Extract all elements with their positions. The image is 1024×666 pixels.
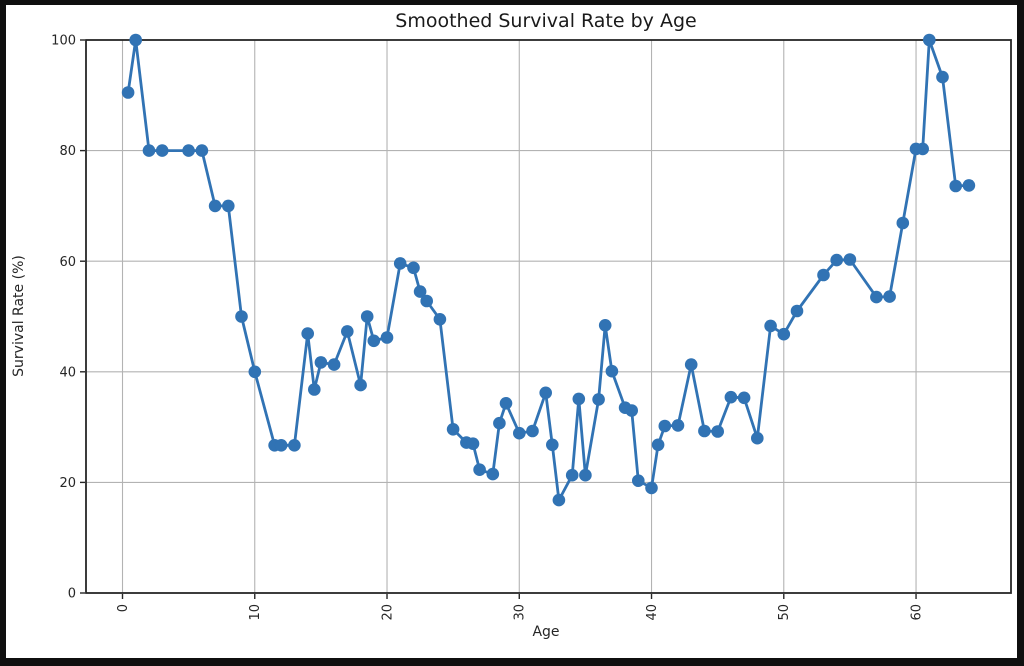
x-tick-label-0: 0 [116, 604, 131, 612]
x-tick-label-50: 50 [777, 604, 792, 621]
data-point-age-46 [724, 390, 738, 404]
y-tick-label-0: 0 [68, 587, 76, 602]
x-tick-label-30: 30 [513, 604, 528, 621]
data-point-age-16 [327, 358, 341, 371]
x-tick-label-40: 40 [645, 604, 660, 621]
data-point-age-34 [565, 468, 579, 482]
data-point-age-41 [658, 419, 672, 433]
figure [6, 5, 1017, 658]
data-point-age-59 [896, 216, 910, 230]
data-point-age-63 [949, 179, 962, 193]
data-point-age-6 [195, 144, 209, 157]
data-point-age-36 [592, 393, 605, 406]
data-point-age-50 [777, 327, 791, 341]
data-point-age-26.5 [466, 437, 480, 451]
data-point-age-51 [790, 304, 804, 318]
data-point-age-42 [671, 419, 685, 432]
data-point-age-28 [486, 467, 500, 481]
data-point-age-34.5 [572, 392, 586, 406]
data-point-age-44 [698, 424, 711, 438]
data-point-age-39 [632, 474, 645, 488]
data-point-age-49 [764, 319, 777, 333]
data-point-age-22 [407, 261, 420, 275]
data-point-age-61 [923, 33, 936, 47]
data-point-age-62 [936, 70, 949, 84]
data-point-age-35 [579, 468, 592, 482]
data-point-age-36.5 [598, 319, 612, 332]
y-tick-label-100: 100 [51, 34, 76, 49]
chart-title: Smoothed Survival Rate by Age [395, 10, 697, 32]
data-point-age-13 [288, 439, 301, 452]
x-tick-label-10: 10 [248, 604, 263, 621]
data-point-age-9 [235, 310, 248, 323]
data-point-age-58 [883, 290, 896, 303]
data-point-age-3 [155, 144, 169, 157]
data-point-age-43 [684, 358, 698, 371]
data-point-age-54 [830, 253, 843, 267]
data-point-age-8 [222, 199, 235, 213]
x-tick-label-20: 20 [380, 604, 395, 621]
data-point-age-31 [526, 424, 539, 438]
data-point-age-1 [129, 33, 142, 47]
data-point-age-60.5 [916, 142, 929, 156]
data-point-age-19 [367, 334, 381, 348]
data-point-age-25 [446, 423, 460, 436]
data-point-age-17 [341, 325, 354, 338]
data-point-age-57 [870, 290, 883, 304]
data-point-age-53 [817, 268, 830, 282]
data-point-age-18.5 [360, 310, 374, 323]
data-point-age-29 [499, 397, 513, 410]
data-point-age-48 [751, 431, 764, 445]
data-point-age-14.5 [308, 383, 321, 396]
data-point-age-12 [274, 439, 288, 452]
data-point-age-37 [605, 364, 619, 378]
data-point-age-20 [380, 331, 394, 344]
y-axis-label: Survival Rate (%) [11, 255, 27, 377]
data-point-age-21 [393, 257, 407, 270]
data-point-age-10 [248, 365, 262, 379]
data-point-age-2 [142, 144, 156, 157]
y-tick-label-20: 20 [59, 476, 76, 491]
data-point-age-40 [645, 481, 658, 495]
data-point-age-0.42 [121, 86, 135, 99]
data-point-age-14 [301, 327, 315, 340]
y-tick-label-80: 80 [59, 144, 76, 159]
data-point-age-28.5 [493, 416, 506, 430]
data-point-age-33 [552, 493, 566, 507]
data-point-age-64 [962, 179, 976, 192]
axes-spines [85, 39, 1012, 594]
x-axis-label: Age [532, 624, 560, 640]
data-point-age-7 [208, 199, 222, 213]
data-point-age-18 [354, 378, 367, 392]
data-point-age-5 [182, 144, 195, 157]
data-point-age-32 [539, 386, 552, 400]
data-point-age-47 [737, 391, 751, 405]
data-point-age-32.5 [546, 438, 559, 452]
y-tick-label-60: 60 [59, 255, 76, 270]
data-point-age-38.5 [625, 404, 638, 417]
x-tick-label-60: 60 [909, 604, 924, 621]
data-point-age-24 [433, 313, 447, 326]
y-tick-label-40: 40 [59, 365, 76, 380]
data-point-age-23 [420, 294, 434, 308]
data-point-age-22.5 [413, 285, 427, 298]
data-point-age-55 [843, 253, 857, 266]
data-point-age-40.5 [651, 438, 665, 452]
data-point-age-15 [314, 356, 328, 369]
data-point-age-30 [513, 426, 526, 440]
data-point-age-27 [473, 463, 486, 477]
data-point-age-45 [711, 425, 724, 438]
